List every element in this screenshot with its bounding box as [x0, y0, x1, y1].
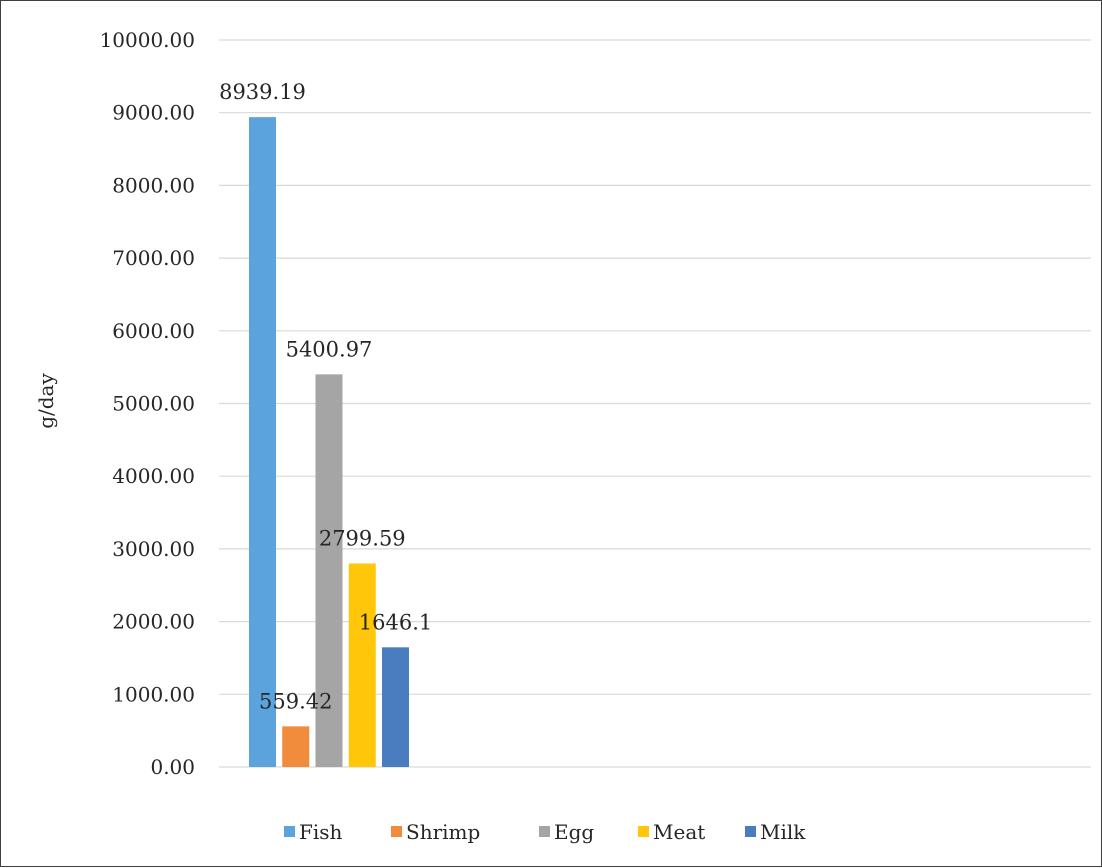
data-label-egg: 5400.97	[286, 337, 373, 361]
legend-item-meat: Meat	[638, 820, 705, 844]
legend-swatch	[638, 826, 649, 837]
data-label-meat: 2799.59	[319, 526, 406, 550]
legend-swatch	[284, 826, 295, 837]
legend-label: Milk	[760, 820, 806, 844]
legend: Fish Shrimp Egg Meat Milk	[284, 820, 806, 844]
legend-label: Meat	[653, 820, 705, 844]
data-labels: 8939.19 559.42 5400.97 2799.59 1646.1	[219, 80, 432, 713]
y-axis-label: g/day	[34, 373, 58, 429]
legend-item-milk: Milk	[745, 820, 806, 844]
bars	[249, 117, 409, 767]
legend-swatch	[391, 826, 402, 837]
y-tick-label: 2000.00	[112, 610, 195, 634]
y-tick-label: 9000.00	[112, 101, 195, 125]
data-label-fish: 8939.19	[219, 80, 306, 104]
legend-label: Fish	[299, 820, 343, 844]
y-axis-ticks: 0.00 1000.00 2000.00 3000.00 4000.00 5000.00 6…	[100, 28, 195, 779]
data-label-milk: 1646.1	[359, 610, 432, 634]
bar-milk	[382, 647, 409, 767]
y-tick-label: 4000.00	[112, 464, 195, 488]
bar-egg	[315, 374, 343, 767]
legend-swatch	[539, 826, 550, 837]
y-tick-label: 3000.00	[112, 537, 195, 561]
y-tick-label: 8000.00	[112, 173, 195, 197]
data-label-shrimp: 559.42	[259, 689, 332, 713]
bar-shrimp	[282, 726, 310, 767]
legend-swatch	[745, 826, 756, 837]
y-tick-label: 10000.00	[100, 28, 195, 52]
legend-label: Shrimp	[406, 820, 480, 844]
y-tick-label: 1000.00	[112, 682, 195, 706]
legend-item-shrimp: Shrimp	[391, 820, 480, 844]
y-tick-label: 0.00	[150, 755, 195, 779]
legend-item-egg: Egg	[539, 820, 594, 844]
y-tick-label: 7000.00	[112, 246, 195, 270]
legend-item-fish: Fish	[284, 820, 343, 844]
y-tick-label: 5000.00	[112, 392, 195, 416]
bar-meat	[348, 563, 376, 767]
legend-label: Egg	[554, 820, 594, 844]
y-tick-label: 6000.00	[112, 319, 195, 343]
bar-fish	[249, 117, 276, 767]
